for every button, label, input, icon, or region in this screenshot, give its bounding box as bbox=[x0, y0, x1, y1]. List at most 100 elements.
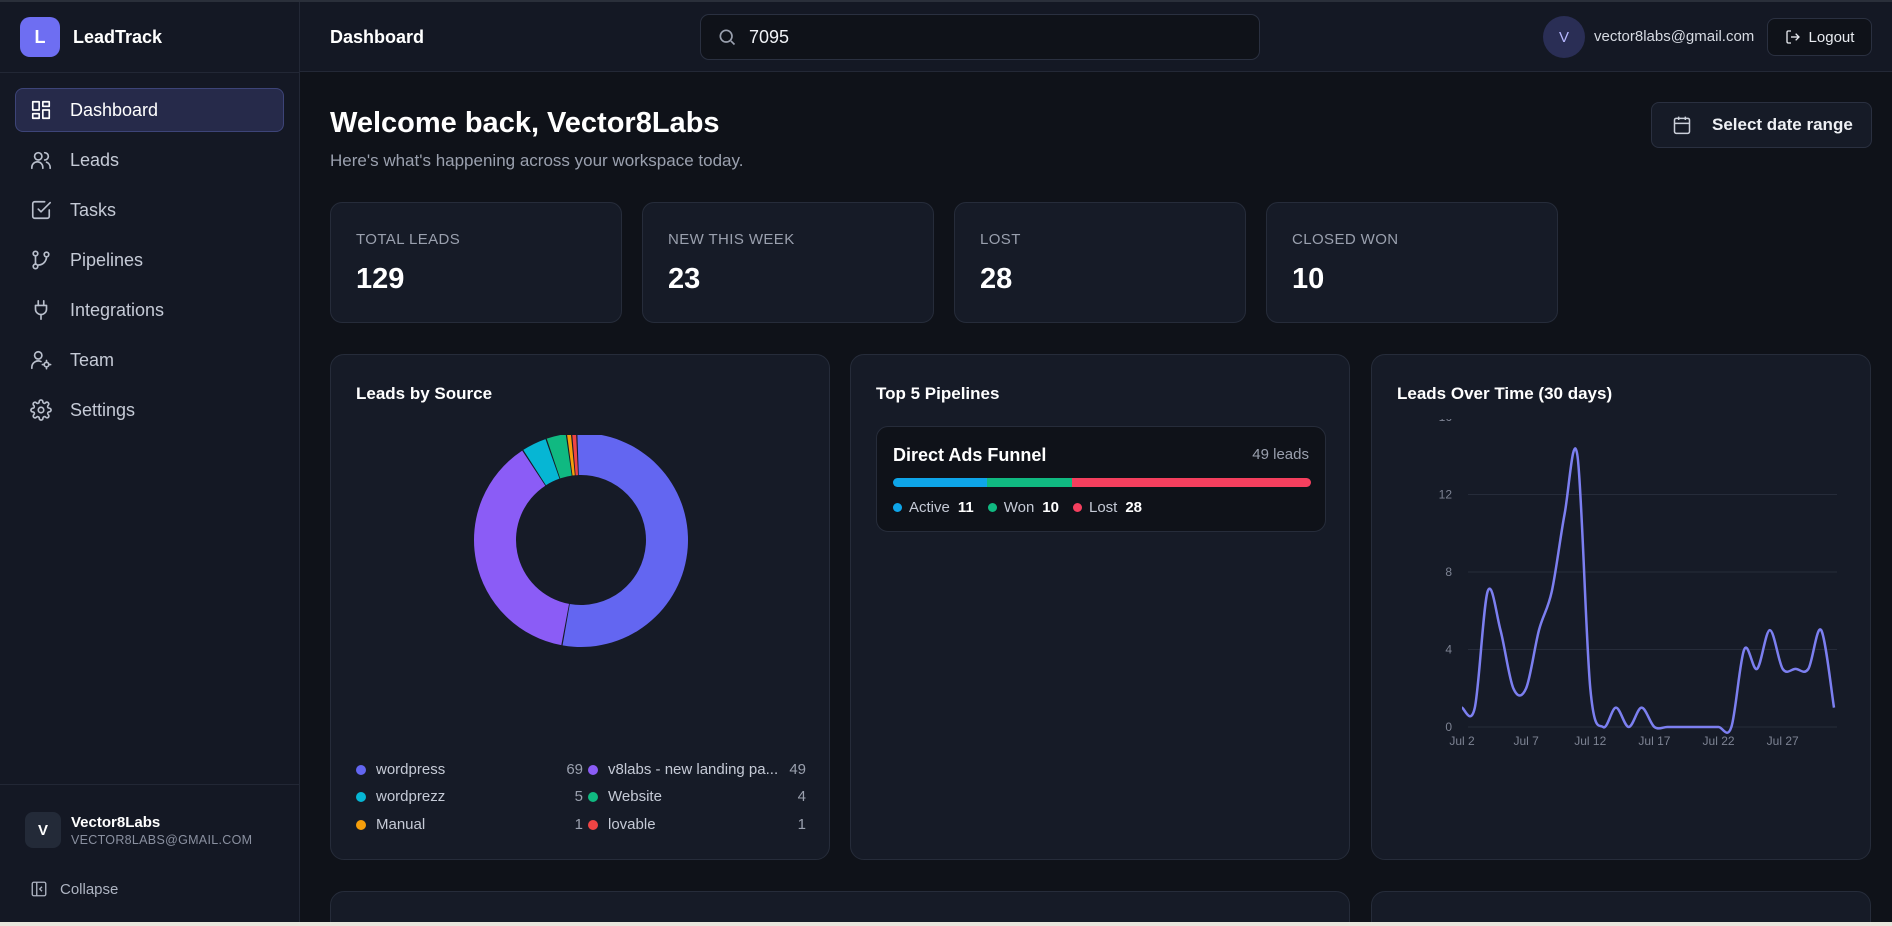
pipeline-stats: Active 11 Won 10 Lost 28 bbox=[893, 499, 1156, 516]
data-point[interactable] bbox=[1586, 684, 1594, 692]
legend-label: wordpress bbox=[376, 761, 446, 778]
data-point[interactable] bbox=[1535, 626, 1543, 634]
legend-swatch bbox=[588, 764, 598, 775]
donut-slice-wordprezz[interactable] bbox=[523, 439, 560, 486]
dashboard-icon bbox=[30, 99, 52, 121]
data-point[interactable] bbox=[1715, 723, 1723, 731]
leads-over-time-panel: Leads Over Time (30 days) 0 4 8 12 16 Jul 2 Ju… bbox=[1371, 354, 1871, 860]
progress-segment-lost bbox=[1072, 478, 1311, 487]
stat-card-lost[interactable]: LOST 28 bbox=[954, 202, 1246, 323]
donut-slice-manual[interactable] bbox=[567, 435, 575, 476]
divider bbox=[0, 784, 300, 785]
legend-value: 1 bbox=[574, 816, 583, 833]
data-point[interactable] bbox=[1753, 665, 1761, 673]
pipeline-card[interactable]: Direct Ads Funnel 49 leads Active 11 Won… bbox=[876, 426, 1326, 532]
line-chart: 0 4 8 12 16 Jul 2 Jul 7 Jul 12 Jul 17 Jul 22 Jul 2… bbox=[1439, 419, 1838, 748]
x-tick-label: Jul 17 bbox=[1638, 734, 1670, 748]
avatar[interactable]: V bbox=[1543, 16, 1585, 58]
brand[interactable]: L LeadTrack bbox=[20, 17, 162, 57]
data-point[interactable] bbox=[1599, 723, 1607, 731]
data-point[interactable] bbox=[1830, 704, 1838, 712]
data-point[interactable] bbox=[1702, 723, 1710, 731]
data-point[interactable] bbox=[1612, 704, 1620, 712]
window-top-border bbox=[0, 0, 1892, 2]
sidebar-item-settings[interactable]: Settings bbox=[15, 388, 284, 432]
legend-label: Website bbox=[608, 788, 662, 805]
collapse-label: Collapse bbox=[60, 880, 119, 898]
sidebar-item-label: Pipelines bbox=[70, 249, 144, 270]
data-point[interactable] bbox=[1817, 626, 1825, 634]
stat-value: 10 bbox=[1292, 263, 1325, 295]
stat-value: 28 bbox=[980, 263, 1013, 295]
page-title: Dashboard bbox=[330, 27, 425, 47]
collapse-button[interactable]: Collapse bbox=[30, 880, 118, 898]
data-point[interactable] bbox=[1804, 665, 1812, 673]
sidebar-item-dashboard[interactable]: Dashboard bbox=[15, 88, 284, 132]
stat-card-closed-won[interactable]: CLOSED WON 10 bbox=[1266, 202, 1558, 323]
sidebar-item-pipelines[interactable]: Pipelines bbox=[15, 238, 284, 282]
stat-label: CLOSED WON bbox=[1292, 231, 1399, 248]
data-point[interactable] bbox=[1650, 723, 1658, 731]
data-point[interactable] bbox=[1766, 626, 1774, 634]
data-point[interactable] bbox=[1458, 704, 1466, 712]
data-point[interactable] bbox=[1496, 626, 1504, 634]
data-point[interactable] bbox=[1779, 665, 1787, 673]
status-dot bbox=[893, 503, 902, 512]
data-point[interactable] bbox=[1792, 665, 1800, 673]
data-point[interactable] bbox=[1740, 646, 1748, 654]
donut-slice-v8labs-new-landing-pa-[interactable] bbox=[474, 450, 570, 646]
legend-item: Website bbox=[588, 788, 662, 805]
user-email: VECTOR8LABS@GMAIL.COM bbox=[71, 832, 253, 847]
bottom-panel-left bbox=[330, 891, 1350, 926]
data-point[interactable] bbox=[1663, 723, 1671, 731]
stat-label: NEW THIS WEEK bbox=[668, 231, 795, 248]
data-point[interactable] bbox=[1509, 684, 1517, 692]
x-tick-label: Jul 2 bbox=[1449, 734, 1475, 748]
panel-title: Top 5 Pipelines bbox=[876, 384, 1000, 403]
data-point[interactable] bbox=[1638, 704, 1646, 712]
data-point[interactable] bbox=[1548, 587, 1556, 595]
donut-slice-wordpress[interactable] bbox=[562, 435, 688, 647]
stat-label: TOTAL LEADS bbox=[356, 231, 461, 248]
sidebar-item-tasks[interactable]: Tasks bbox=[15, 188, 284, 232]
search-input[interactable] bbox=[749, 26, 1229, 48]
date-range-button[interactable]: Select date range bbox=[1651, 102, 1872, 148]
stat-value: 11 bbox=[957, 499, 974, 516]
x-tick-label: Jul 22 bbox=[1703, 734, 1735, 748]
calendar-icon bbox=[1673, 116, 1691, 135]
data-point[interactable] bbox=[1625, 723, 1633, 731]
legend-swatch bbox=[356, 764, 366, 775]
data-point[interactable] bbox=[1471, 704, 1479, 712]
legend-value: 5 bbox=[574, 788, 583, 805]
progress-segment-active bbox=[893, 478, 987, 487]
legend-swatch bbox=[356, 791, 366, 802]
top-pipelines-panel: Top 5 Pipelines Direct Ads Funnel 49 lea… bbox=[850, 354, 1350, 860]
data-point[interactable] bbox=[1484, 587, 1492, 595]
legend-item: v8labs - new landing pa... bbox=[588, 761, 778, 778]
search-box[interactable] bbox=[700, 14, 1260, 60]
stat-card-total-leads[interactable]: TOTAL LEADS 129 bbox=[330, 202, 622, 323]
sidebar-item-label: Team bbox=[70, 349, 115, 370]
gear-icon bbox=[30, 399, 52, 421]
data-point[interactable] bbox=[1727, 723, 1735, 731]
taskbar-strip bbox=[0, 922, 1892, 926]
sidebar-item-label: Settings bbox=[70, 399, 136, 420]
stat-card-new-this-week[interactable]: NEW THIS WEEK 23 bbox=[642, 202, 934, 323]
pipeline-progress-bar bbox=[893, 478, 1311, 487]
sidebar-item-integrations[interactable]: Integrations bbox=[15, 288, 284, 332]
sidebar-item-leads[interactable]: Leads bbox=[15, 138, 284, 182]
data-point[interactable] bbox=[1689, 723, 1697, 731]
brand-name: LeadTrack bbox=[73, 26, 163, 47]
donut-slice-website[interactable] bbox=[546, 435, 572, 479]
data-point[interactable] bbox=[1573, 452, 1581, 460]
logout-button[interactable]: Logout bbox=[1767, 18, 1872, 56]
sidebar-item-label: Dashboard bbox=[70, 99, 159, 120]
donut-slice-lovable[interactable] bbox=[572, 435, 579, 476]
data-point[interactable] bbox=[1522, 684, 1530, 692]
logout-label: Logout bbox=[1808, 28, 1855, 46]
sidebar-user-card[interactable]: V Vector8Labs VECTOR8LABS@GMAIL.COM bbox=[25, 812, 252, 848]
sidebar-item-team[interactable]: Team bbox=[15, 338, 284, 382]
user-cog-icon bbox=[30, 349, 52, 371]
data-point[interactable] bbox=[1676, 723, 1684, 731]
data-point[interactable] bbox=[1561, 510, 1569, 518]
